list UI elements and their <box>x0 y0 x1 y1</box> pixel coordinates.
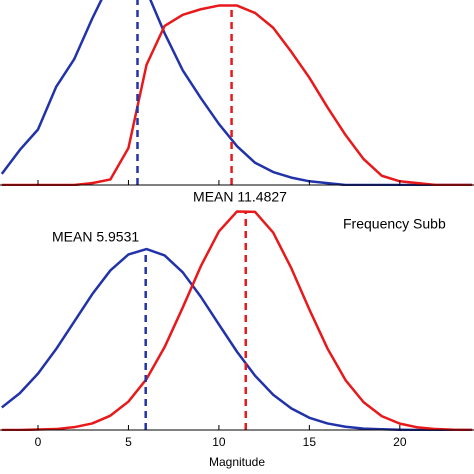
plot-area <box>0 0 473 186</box>
series-line <box>0 0 473 186</box>
annotation: MEAN 5.9531 <box>52 229 139 245</box>
x-tick-label: 5 <box>125 435 132 449</box>
series-line <box>1 247 473 431</box>
annotation: Frequency Subb <box>343 216 446 232</box>
x-tick-label: 10 <box>212 435 226 449</box>
x-tick-label: 15 <box>303 435 317 449</box>
annotation: MEAN 11.4827 <box>193 189 287 205</box>
x-tick-label: 0 <box>35 435 42 449</box>
x-axis-label: Magnitude <box>209 455 265 469</box>
series-line <box>1 4 473 186</box>
series-line <box>1 210 473 431</box>
x-tick-label: 20 <box>393 435 407 449</box>
